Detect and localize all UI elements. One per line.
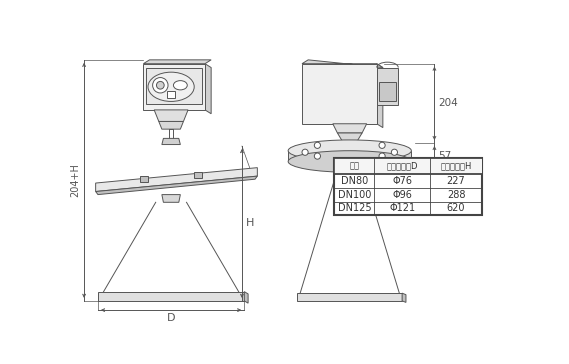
Bar xyxy=(328,141,339,147)
Circle shape xyxy=(152,78,168,93)
Circle shape xyxy=(391,149,398,155)
Bar xyxy=(141,176,148,182)
Bar xyxy=(194,172,202,178)
Bar xyxy=(98,292,244,301)
Text: 227: 227 xyxy=(447,176,465,186)
Bar xyxy=(379,82,396,101)
Text: DN100: DN100 xyxy=(337,190,371,199)
Text: DN80: DN80 xyxy=(341,176,368,186)
Ellipse shape xyxy=(288,140,411,162)
Bar xyxy=(302,64,377,124)
Bar xyxy=(143,64,205,110)
Text: 喇叭口高度H: 喇叭口高度H xyxy=(440,162,472,171)
Ellipse shape xyxy=(148,72,194,102)
Polygon shape xyxy=(96,168,257,191)
Circle shape xyxy=(314,153,320,159)
Bar xyxy=(361,141,372,147)
Polygon shape xyxy=(205,64,211,114)
Polygon shape xyxy=(96,176,257,195)
Text: 喇叭口直径D: 喇叭口直径D xyxy=(386,162,418,171)
Text: 法兰: 法兰 xyxy=(349,162,360,171)
Text: 204: 204 xyxy=(438,98,458,108)
Circle shape xyxy=(156,82,164,89)
Text: Φ96: Φ96 xyxy=(392,190,412,199)
Polygon shape xyxy=(244,292,248,303)
Circle shape xyxy=(379,153,385,159)
Polygon shape xyxy=(377,64,383,128)
Text: D: D xyxy=(167,313,175,323)
Polygon shape xyxy=(143,60,211,64)
Text: 288: 288 xyxy=(447,190,465,199)
Bar xyxy=(335,158,482,215)
Polygon shape xyxy=(159,122,183,129)
Polygon shape xyxy=(337,133,362,141)
Circle shape xyxy=(314,142,320,149)
Polygon shape xyxy=(302,60,383,68)
Bar xyxy=(298,293,402,301)
Circle shape xyxy=(302,149,308,155)
Bar xyxy=(167,91,175,98)
Polygon shape xyxy=(154,110,188,122)
Text: 620: 620 xyxy=(447,203,465,213)
Text: DN125: DN125 xyxy=(337,203,371,213)
Text: H: H xyxy=(246,218,254,229)
Polygon shape xyxy=(333,124,366,133)
Bar xyxy=(335,158,482,174)
Text: Φ76: Φ76 xyxy=(392,176,412,186)
Ellipse shape xyxy=(174,81,187,90)
Polygon shape xyxy=(162,195,180,202)
Text: 204+H: 204+H xyxy=(70,163,80,197)
Bar xyxy=(288,151,411,162)
Text: Φ121: Φ121 xyxy=(389,203,415,213)
Bar xyxy=(377,68,398,104)
Text: 57: 57 xyxy=(438,151,452,161)
Ellipse shape xyxy=(288,151,411,172)
Polygon shape xyxy=(402,293,406,302)
Circle shape xyxy=(379,142,385,149)
Polygon shape xyxy=(162,138,180,145)
Bar xyxy=(146,68,202,104)
